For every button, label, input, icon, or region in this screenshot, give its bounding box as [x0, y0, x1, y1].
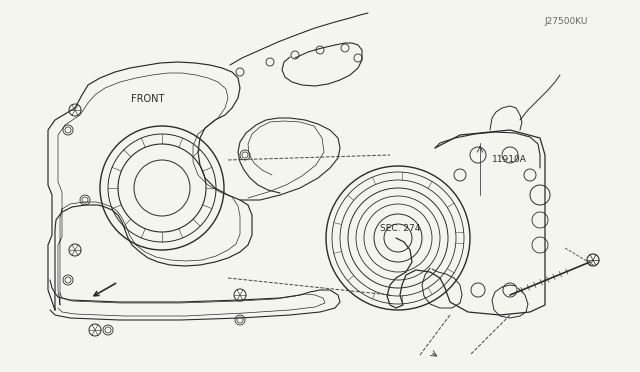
Text: SEC. 274: SEC. 274 — [380, 224, 420, 232]
Text: 11910A: 11910A — [492, 154, 527, 164]
Text: FRONT: FRONT — [131, 94, 164, 104]
Text: J27500KU: J27500KU — [545, 16, 588, 26]
